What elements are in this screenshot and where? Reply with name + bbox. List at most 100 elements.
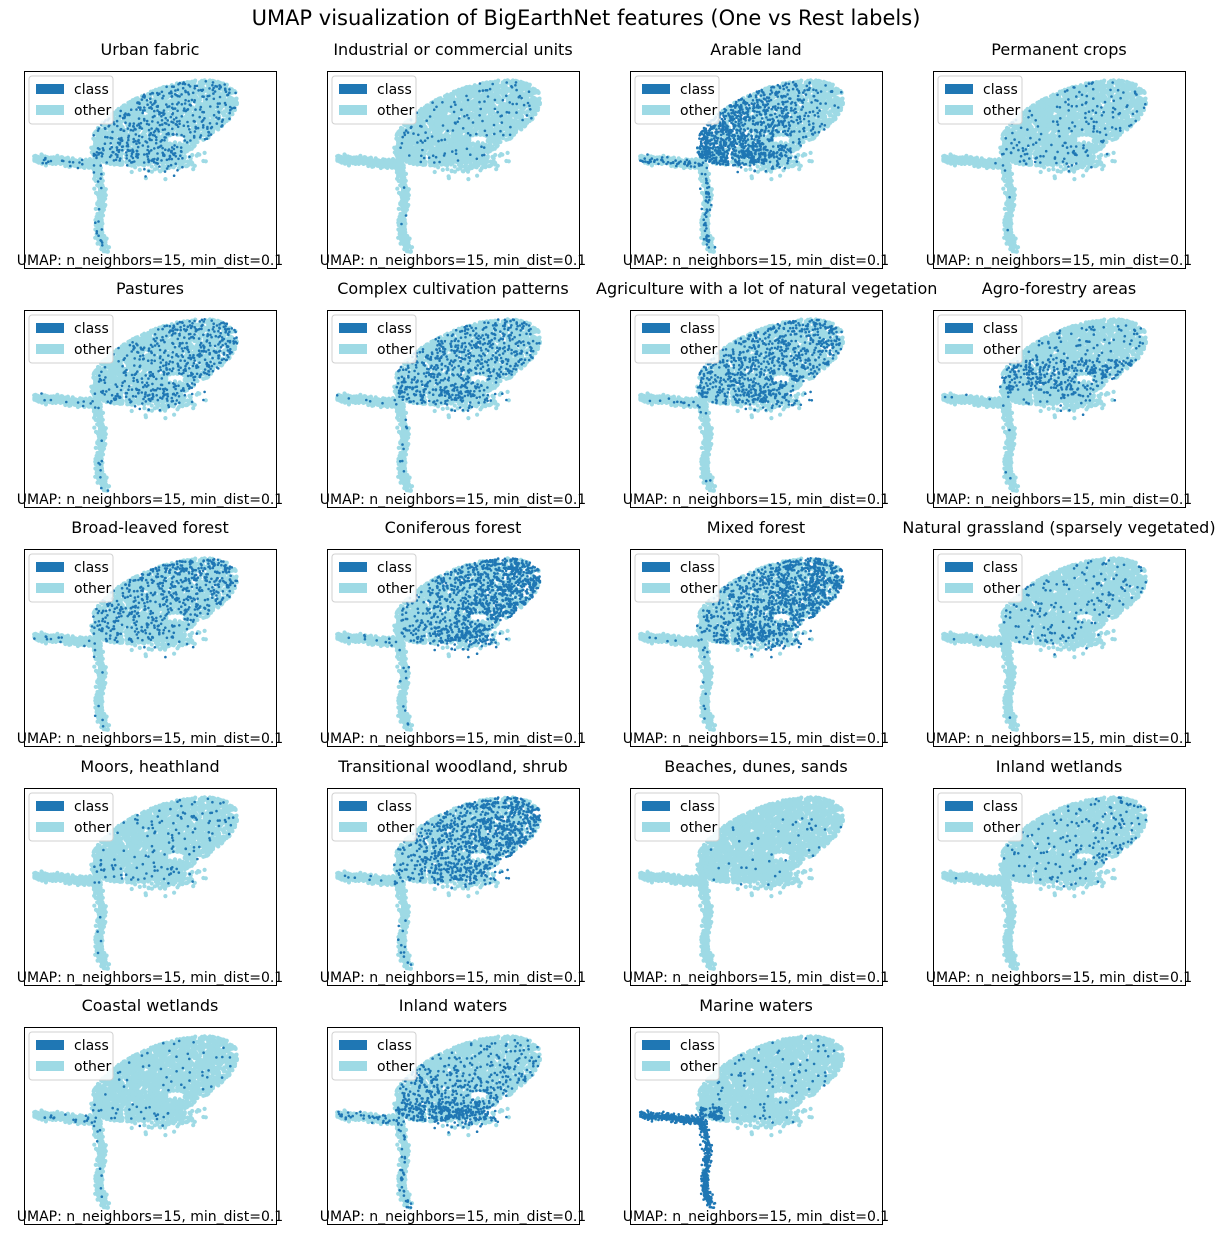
point-class	[175, 155, 178, 158]
point-class	[156, 152, 159, 155]
point-class	[152, 116, 155, 119]
point-class	[184, 99, 187, 102]
point-class	[81, 159, 84, 162]
point-other	[212, 102, 216, 106]
point-class	[187, 108, 190, 111]
point-class	[171, 158, 174, 161]
point-other	[194, 140, 198, 144]
point-class	[116, 120, 119, 123]
point-class	[212, 89, 215, 92]
point-class	[210, 133, 213, 136]
point-class	[141, 98, 144, 101]
point-other	[216, 127, 220, 131]
point-class	[119, 115, 122, 118]
point-other	[204, 159, 208, 163]
point-class	[184, 102, 187, 105]
point-class	[92, 134, 95, 137]
point-class	[141, 112, 144, 115]
point-other	[101, 139, 105, 143]
point-class	[209, 122, 212, 125]
point-other	[145, 114, 149, 118]
point-class	[171, 85, 174, 88]
point-class	[104, 127, 107, 130]
point-class	[150, 149, 153, 152]
point-class	[134, 128, 137, 131]
point-class	[219, 96, 222, 99]
point-class	[164, 122, 167, 125]
point-class	[180, 146, 183, 149]
point-class	[155, 142, 158, 145]
point-class	[156, 106, 159, 109]
point-class	[100, 173, 103, 176]
point-class	[111, 137, 114, 140]
point-class	[61, 159, 64, 162]
point-other	[142, 132, 146, 136]
point-class	[99, 177, 102, 180]
point-class	[111, 151, 114, 154]
point-class	[137, 153, 140, 156]
point-class	[153, 131, 156, 134]
point-class	[164, 148, 167, 151]
point-class	[164, 117, 167, 120]
point-class	[126, 164, 129, 167]
point-other	[203, 151, 207, 155]
point-class	[228, 91, 231, 94]
legend-label-class: class	[74, 82, 109, 98]
point-other	[193, 79, 197, 83]
point-class	[155, 136, 158, 139]
point-class	[97, 220, 100, 223]
point-class	[138, 127, 141, 130]
point-class	[175, 133, 178, 136]
point-class	[168, 158, 171, 161]
point-class	[166, 159, 169, 162]
point-class	[136, 150, 139, 153]
point-class	[164, 136, 167, 139]
point-other	[54, 158, 58, 162]
point-class	[172, 108, 175, 111]
point-class	[176, 110, 179, 113]
point-class	[77, 167, 80, 170]
point-class	[171, 133, 174, 136]
point-class	[216, 106, 219, 109]
point-class	[184, 83, 187, 86]
point-class	[148, 123, 151, 126]
point-other	[131, 105, 135, 109]
point-class	[165, 103, 168, 106]
point-class	[99, 164, 102, 167]
point-class	[188, 128, 191, 131]
point-class	[158, 165, 161, 168]
point-class	[210, 127, 213, 130]
point-other	[149, 144, 153, 148]
point-class	[193, 99, 196, 102]
point-class	[204, 138, 207, 141]
point-class	[207, 131, 210, 134]
point-class	[170, 150, 173, 153]
point-other	[94, 137, 98, 141]
point-class	[197, 89, 200, 92]
point-class	[141, 127, 144, 130]
point-class	[214, 85, 217, 88]
point-class	[213, 98, 216, 101]
subplot: Industrial or commercial units class other…	[293, 37, 613, 257]
point-class	[95, 157, 98, 160]
point-class	[81, 163, 84, 166]
point-class	[132, 129, 135, 132]
point-class	[183, 135, 186, 138]
point-other	[92, 187, 96, 191]
point-class	[148, 134, 151, 137]
point-class	[180, 93, 183, 96]
point-class	[163, 139, 166, 142]
point-class	[162, 129, 165, 132]
point-class	[208, 87, 211, 90]
point-class	[173, 144, 176, 147]
point-class	[171, 128, 174, 131]
point-class	[106, 136, 109, 139]
point-other	[103, 203, 107, 207]
point-other	[95, 216, 99, 220]
point-class	[173, 174, 176, 177]
point-class	[183, 109, 186, 112]
point-class	[140, 122, 143, 125]
point-class	[93, 164, 96, 167]
point-other	[168, 99, 172, 103]
